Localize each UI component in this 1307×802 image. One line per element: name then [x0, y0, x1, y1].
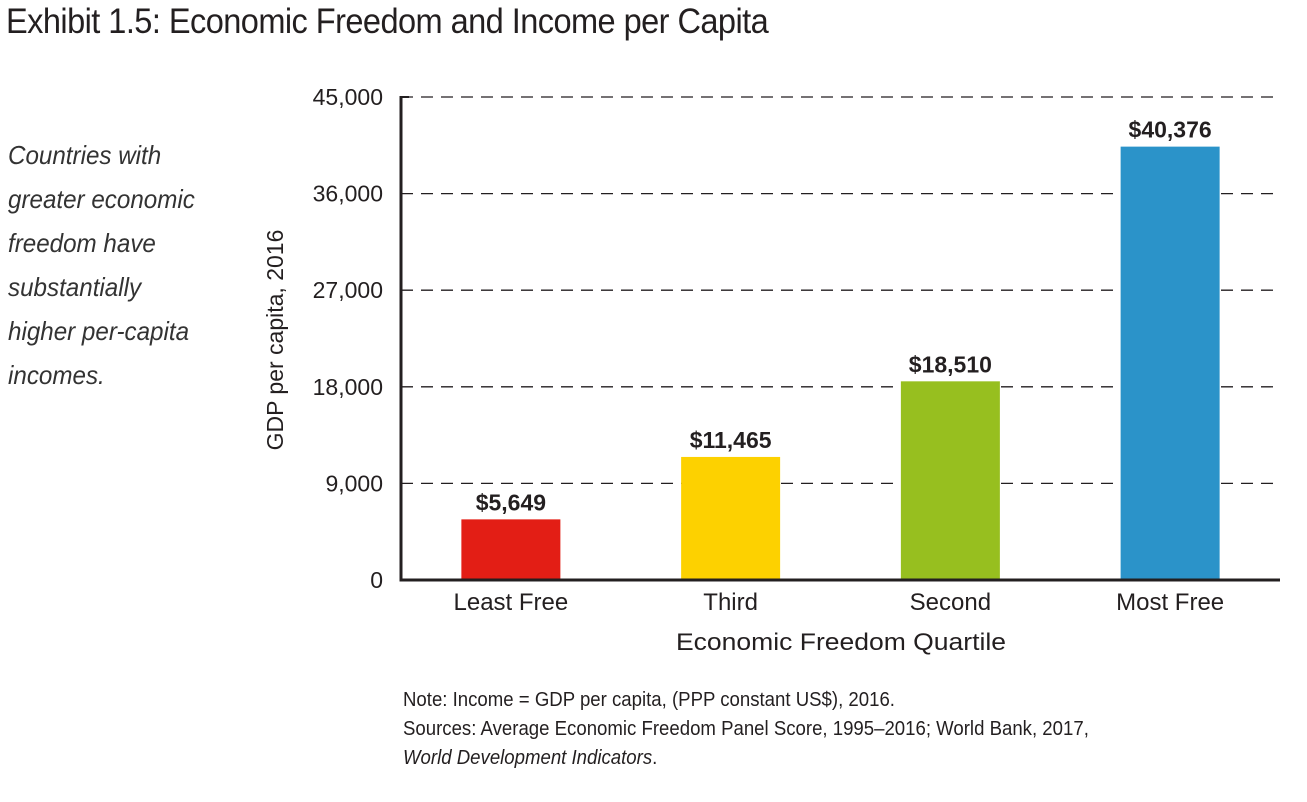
- bar: [681, 456, 781, 580]
- chart-caption: Countries with greater economic freedom …: [8, 133, 231, 397]
- x-axis-ticks: Least Free Third Second Most Free: [454, 589, 1225, 616]
- footnote-source-title: World Development Indicators: [403, 747, 653, 769]
- y-tick-label: 45,000: [313, 84, 383, 110]
- y-axis-ticks: 0 9,000 18,000 27,000 36,000 45,000: [313, 84, 383, 593]
- y-tick-label: 27,000: [313, 277, 383, 303]
- x-axis-label: Economic Freedom Quartile: [676, 629, 1006, 656]
- caption-line: freedom have: [8, 228, 156, 258]
- y-tick-label: 18,000: [313, 374, 383, 400]
- bar: [900, 381, 1000, 580]
- chart-title: Exhibit 1.5: Economic Freedom and Income…: [6, 2, 769, 41]
- data-label: $18,510: [909, 351, 992, 377]
- y-axis-label: GDP per capita, 2016: [262, 230, 288, 451]
- data-label: $11,465: [690, 427, 772, 453]
- x-tick-label: Second: [910, 589, 991, 616]
- data-label: $5,649: [476, 489, 546, 515]
- caption-line: incomes.: [8, 360, 105, 390]
- bar: [461, 519, 561, 580]
- caption-line: greater economic: [8, 184, 195, 214]
- footnote-note: Note: Income = GDP per capita, (PPP cons…: [403, 689, 895, 711]
- footnote: Note: Income = GDP per capita, (PPP cons…: [403, 686, 1089, 773]
- y-tick-label: 0: [370, 567, 383, 593]
- y-tick-label: 36,000: [313, 181, 383, 207]
- footnote-period: .: [652, 747, 658, 769]
- bars: [461, 146, 1220, 581]
- caption-line: Countries with: [8, 140, 162, 170]
- caption-line: substantially: [8, 272, 142, 302]
- data-label: $40,376: [1129, 117, 1212, 143]
- x-tick-label: Most Free: [1116, 589, 1224, 616]
- data-labels: $5,649 $11,465 $18,510 $40,376: [476, 117, 1212, 516]
- caption-line: higher per-capita: [8, 316, 190, 346]
- y-tick-label: 9,000: [325, 470, 383, 496]
- footnote-sources-cont: World Development Indicators.: [403, 744, 1089, 773]
- bar: [1120, 146, 1220, 581]
- bar-chart: 0 9,000 18,000 27,000 36,000 45,000 $5,649 $11…: [262, 84, 1280, 656]
- x-tick-label: Least Free: [454, 589, 569, 616]
- footnote-sources: Sources: Average Economic Freedom Panel …: [403, 718, 1089, 740]
- x-tick-label: Third: [703, 589, 758, 616]
